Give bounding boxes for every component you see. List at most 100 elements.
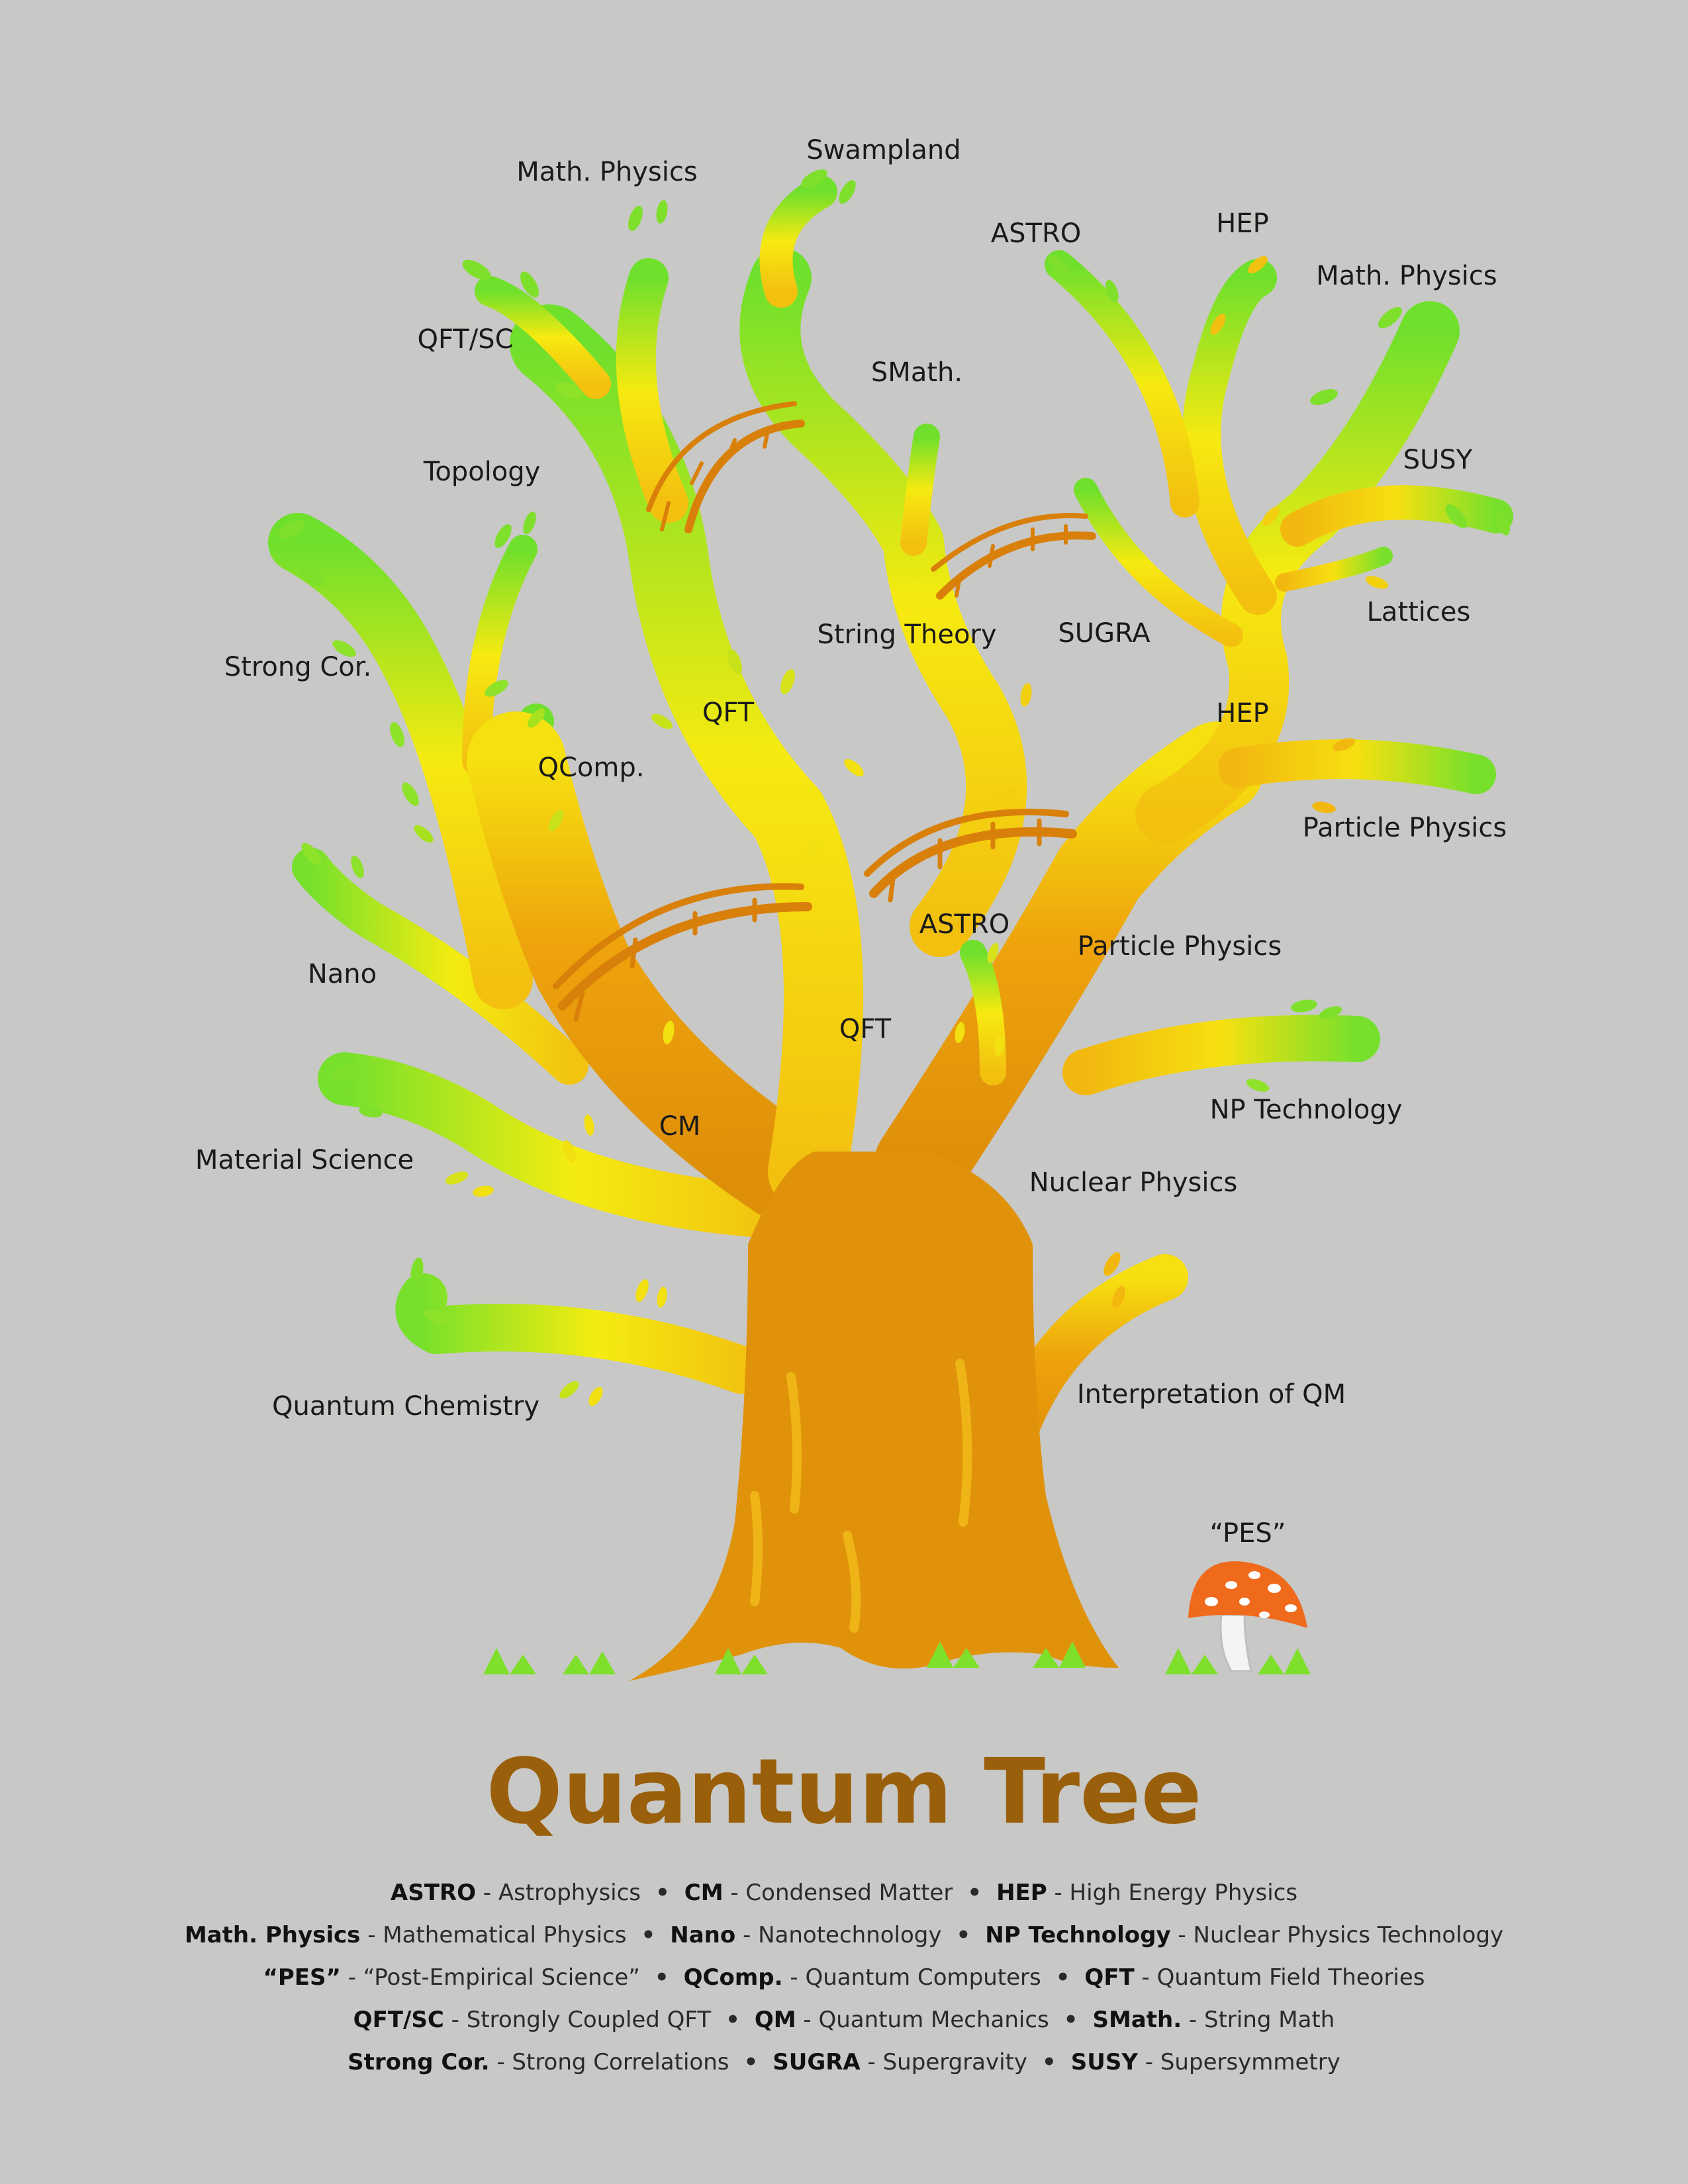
branch-qft-sc	[475, 276, 611, 399]
legend-separator: •	[1055, 1964, 1070, 1991]
label-math-physics-left: Math. Physics	[516, 157, 698, 187]
branch-swampland	[759, 175, 837, 308]
legend-abbr: Math. Physics	[184, 1922, 361, 1948]
legend-abbr: Strong Cor.	[348, 2049, 490, 2075]
label-string-theory: String Theory	[817, 619, 997, 650]
bridge-upper-left	[646, 401, 805, 533]
legend-separator: •	[956, 1922, 971, 1948]
label-cm: CM	[659, 1111, 701, 1142]
abbreviation-legend: ASTRO - Astrophysics • CM - Condensed Matt…	[0, 1872, 1688, 2083]
label-sugra: SUGRA	[1058, 618, 1150, 649]
legend-abbr: NP Technology	[985, 1922, 1171, 1948]
legend-desc: - Condensed Matter	[723, 1880, 953, 1906]
legend-abbr: CM	[684, 1880, 724, 1906]
legend-desc: - “Post-Empirical Science”	[340, 1964, 640, 1991]
branch-math-physics-left	[616, 258, 688, 523]
branch-astro-mid	[960, 940, 1006, 1085]
label-qft-sc: QFT/SC	[417, 324, 514, 355]
branch-particle-physics-right	[1218, 739, 1496, 794]
legend-abbr: QM	[754, 2007, 796, 2033]
bridges	[553, 401, 1096, 1022]
branch-quantum-chemistry	[395, 1273, 765, 1394]
legend-abbr: QFT	[1084, 1964, 1135, 1991]
legend-separator: •	[967, 1880, 982, 1906]
legend-separator: •	[641, 1922, 656, 1948]
legend-desc: - Nanotechnology	[735, 1922, 942, 1948]
legend-desc: - Supersymmetry	[1137, 2049, 1340, 2075]
label-astro-top: ASTRO	[990, 218, 1082, 249]
label-nuclear-physics: Nuclear Physics	[1029, 1167, 1238, 1198]
legend-abbr: Nano	[670, 1922, 736, 1948]
branch-strong-cor	[268, 513, 533, 1009]
legend-separator: •	[1042, 2049, 1056, 2075]
legend-desc: - Nuclear Physics Technology	[1170, 1922, 1504, 1948]
branch-topology	[462, 535, 538, 776]
legend-desc: - Mathematical Physics	[360, 1922, 627, 1948]
legend-desc: - Astrophysics	[475, 1880, 641, 1906]
legend-desc: - High Energy Physics	[1047, 1880, 1298, 1906]
legend-desc: - Quantum Computers	[782, 1964, 1041, 1991]
legend-row: Strong Cor. - Strong Correlations • SUGRA …	[0, 2041, 1688, 2083]
branch-hep-top	[1182, 259, 1277, 615]
branch-np-technology	[1062, 1015, 1380, 1095]
label-smath: SMath.	[870, 357, 963, 388]
legend-desc: - Strong Correlations	[489, 2049, 729, 2075]
legend-desc: - Supergravity	[860, 2049, 1028, 2075]
label-particle-physics-right: Particle Physics	[1302, 813, 1507, 843]
label-susy: SUSY	[1403, 445, 1473, 475]
legend-desc: - Quantum Field Theories	[1134, 1964, 1425, 1991]
legend-abbr: QComp.	[683, 1964, 783, 1991]
mushroom-pes	[1188, 1561, 1307, 1672]
leaves	[278, 169, 1510, 1406]
branch-cm-limb	[467, 711, 844, 1228]
bridge-lower-right	[864, 808, 1077, 903]
legend-separator: •	[1063, 2007, 1078, 2033]
branch-nano	[292, 848, 588, 1085]
bridge-lower-left	[553, 883, 812, 1022]
label-qcomp: QComp.	[538, 752, 645, 783]
branch-susy	[1280, 485, 1513, 547]
legend-desc: - Strongly Coupled QFT	[444, 2007, 712, 2033]
legend-separator: •	[655, 1880, 670, 1906]
label-topology: Topology	[423, 457, 541, 487]
legend-row: ASTRO - Astrophysics • CM - Condensed Matt…	[0, 1872, 1688, 1914]
legend-abbr: SUSY	[1070, 2049, 1138, 2075]
page-title: Quantum Tree	[486, 1740, 1202, 1844]
tree-trunk	[629, 1152, 1119, 1681]
label-material-science: Material Science	[195, 1145, 414, 1175]
label-math-physics-right: Math. Physics	[1316, 261, 1497, 291]
legend-row: “PES” - “Post-Empirical Science” • QComp. …	[0, 1956, 1688, 1999]
legend-abbr: SMath.	[1092, 2007, 1182, 2033]
legend-abbr: “PES”	[263, 1964, 341, 1991]
branch-lattices	[1275, 547, 1393, 592]
branch-sugra	[1074, 478, 1243, 647]
trunk-bark-marks	[750, 1359, 972, 1633]
legend-separator: •	[654, 1964, 669, 1991]
legend-separator: •	[743, 2049, 759, 2075]
legend-abbr: ASTRO	[390, 1880, 476, 1906]
bridge-upper-right	[931, 513, 1096, 600]
label-qft-upper: QFT	[702, 698, 755, 728]
label-pes: “PES”	[1209, 1518, 1286, 1549]
legend-row: QFT/SC - Strongly Coupled QFT • QM - Quant…	[0, 1999, 1688, 2041]
legend-abbr: SUGRA	[773, 2049, 861, 2075]
label-nano: Nano	[307, 959, 377, 989]
legend-desc: - Quantum Mechanics	[796, 2007, 1049, 2033]
label-np-technology: NP Technology	[1209, 1095, 1403, 1125]
branch-smath	[900, 424, 940, 556]
label-qft-lower: QFT	[839, 1014, 892, 1044]
label-interpretation-qm: Interpretation of QM	[1076, 1379, 1346, 1410]
grass	[483, 1641, 1311, 1674]
branch-astro-top	[1045, 250, 1199, 518]
label-astro-mid: ASTRO	[919, 909, 1010, 940]
legend-separator: •	[726, 2007, 740, 2033]
branch-material-science	[318, 1052, 788, 1238]
label-strong-cor: Strong Cor.	[224, 652, 372, 682]
label-hep-top: HEP	[1216, 208, 1269, 239]
label-hep-mid: HEP	[1216, 698, 1269, 729]
legend-abbr: HEP	[996, 1880, 1047, 1906]
legend-abbr: QFT/SC	[353, 2007, 444, 2033]
legend-row: Math. Physics - Mathematical Physics • Nan…	[0, 1914, 1688, 1956]
label-lattices: Lattices	[1366, 597, 1471, 627]
